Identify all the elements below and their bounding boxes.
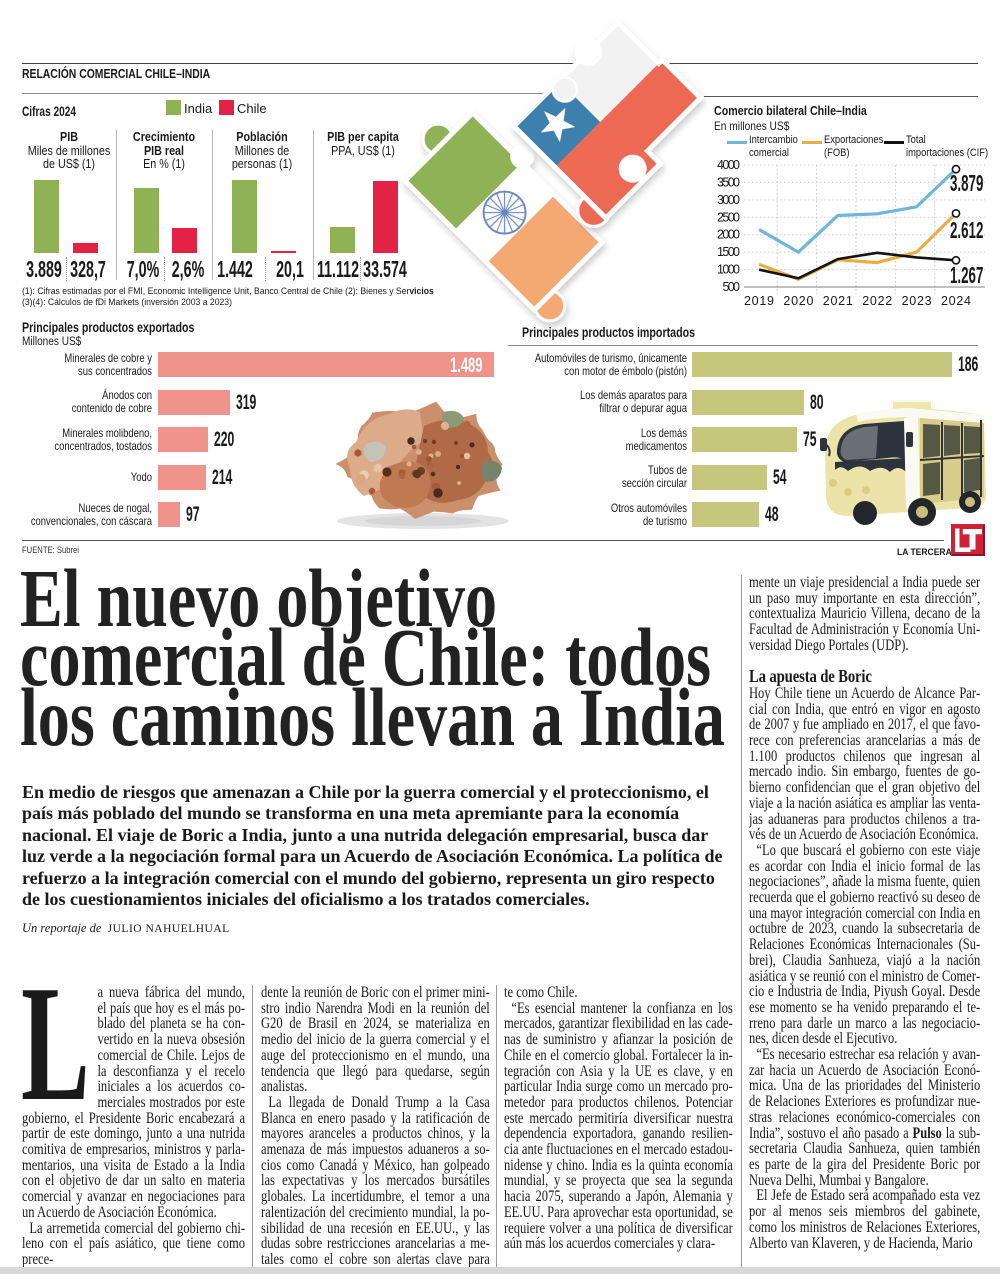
svg-text:2024: 2024 bbox=[941, 294, 971, 308]
svg-text:2022: 2022 bbox=[862, 294, 892, 308]
svg-text:2021: 2021 bbox=[823, 294, 853, 308]
svg-text:2019: 2019 bbox=[744, 294, 774, 308]
svg-text:2023: 2023 bbox=[902, 294, 932, 308]
svg-text:2000: 2000 bbox=[717, 228, 740, 242]
svg-text:2500: 2500 bbox=[717, 210, 740, 224]
svg-text:4000: 4000 bbox=[717, 158, 740, 172]
svg-text:3000: 3000 bbox=[717, 193, 740, 207]
svg-text:1000: 1000 bbox=[717, 263, 740, 277]
svg-text:1500: 1500 bbox=[717, 245, 740, 259]
svg-text:3500: 3500 bbox=[717, 175, 740, 189]
svg-text:2020: 2020 bbox=[783, 294, 813, 308]
svg-text:500: 500 bbox=[723, 280, 741, 294]
